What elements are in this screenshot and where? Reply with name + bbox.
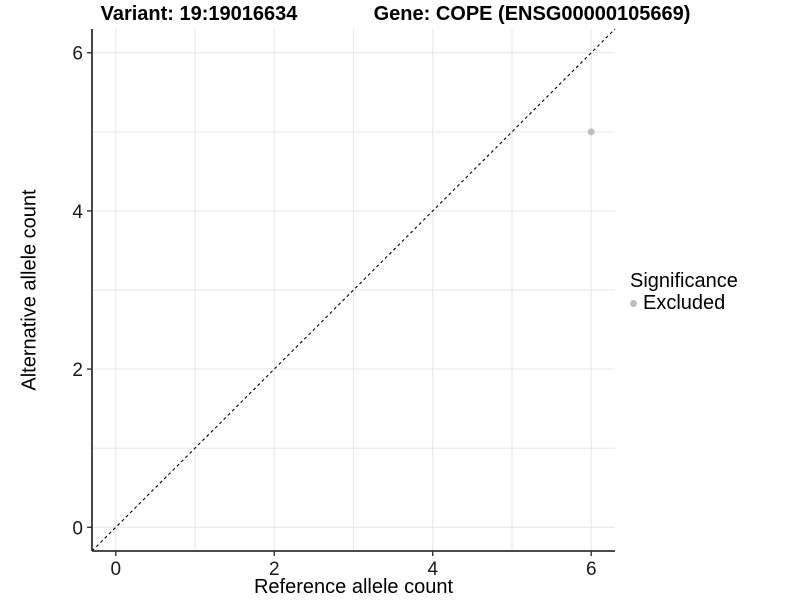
legend-entry-label: Excluded (643, 292, 726, 314)
x-tick-label: 4 (427, 559, 438, 580)
y-axis-title: Alternative allele count (18, 189, 41, 391)
variant-title: Variant: 19:19016634 (100, 3, 298, 25)
legend-entry: Excluded (630, 292, 738, 314)
gene-title: Gene: COPE (ENSG00000105669) (373, 3, 691, 25)
x-tick-label: 0 (110, 559, 121, 580)
x-tick-label: 2 (269, 559, 280, 580)
x-axis-title: Reference allele count (253, 576, 453, 598)
legend-point-icon (630, 299, 637, 307)
y-tick-label: 4 (72, 202, 83, 223)
y-tick-label: 0 (72, 518, 83, 539)
data-point (587, 128, 595, 136)
legend-title: Significance (630, 270, 738, 292)
legend: Significance Excluded (630, 270, 738, 314)
y-tick-label: 2 (72, 360, 83, 381)
x-tick-label: 6 (586, 559, 597, 580)
y-tick-label: 6 (72, 44, 83, 65)
